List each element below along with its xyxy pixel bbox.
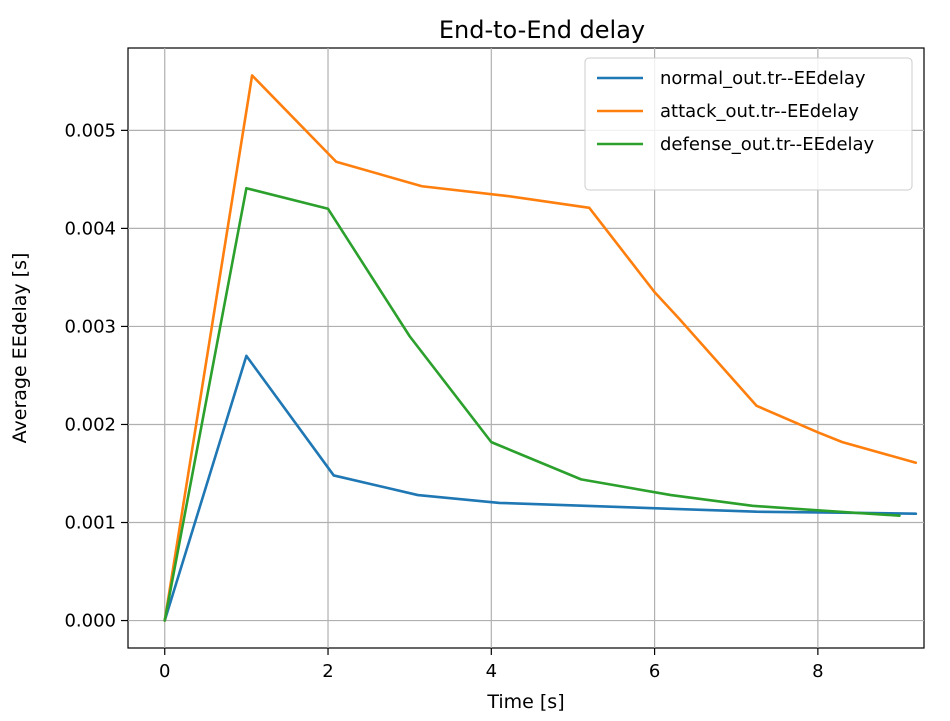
- legend: normal_out.tr--EEdelay attack_out.tr--EE…: [584, 57, 913, 191]
- series-lines: [163, 74, 918, 622]
- y-tick-label: 0.003: [64, 316, 116, 337]
- series-line-attack: [163, 74, 918, 622]
- y-tick-label: 0.005: [64, 120, 116, 141]
- y-tick-label: 0.001: [64, 513, 116, 534]
- series-line-defense: [163, 186, 901, 622]
- x-tick-label: 4: [486, 661, 497, 682]
- y-tick-label: 0.004: [64, 218, 116, 239]
- plot-frame: [127, 47, 925, 649]
- x-tick-label: 6: [649, 661, 660, 682]
- plot-area: [127, 47, 925, 649]
- y-axis: 0.000 0.001 0.002 0.003 0.004 0.005: [64, 120, 128, 632]
- y-axis-label: Average EEdelay [s]: [9, 253, 31, 444]
- x-tick-label: 0: [159, 661, 170, 682]
- series-line-normal: [163, 354, 918, 622]
- legend-entry-defense: defense_out.tr--EEdelay: [660, 134, 875, 155]
- x-axis-label: Time [s]: [486, 691, 564, 713]
- x-axis: 0 2 4 6 8: [159, 648, 824, 682]
- legend-box: [584, 57, 913, 191]
- chart-title: End-to-End delay: [439, 16, 645, 44]
- legend-entry-normal: normal_out.tr--EEdelay: [660, 68, 866, 89]
- x-tick-label: 8: [812, 661, 823, 682]
- legend-entry-attack: attack_out.tr--EEdelay: [660, 101, 859, 122]
- y-tick-label: 0.002: [64, 414, 116, 435]
- x-tick-label: 2: [322, 661, 333, 682]
- y-tick-label: 0.000: [64, 611, 116, 632]
